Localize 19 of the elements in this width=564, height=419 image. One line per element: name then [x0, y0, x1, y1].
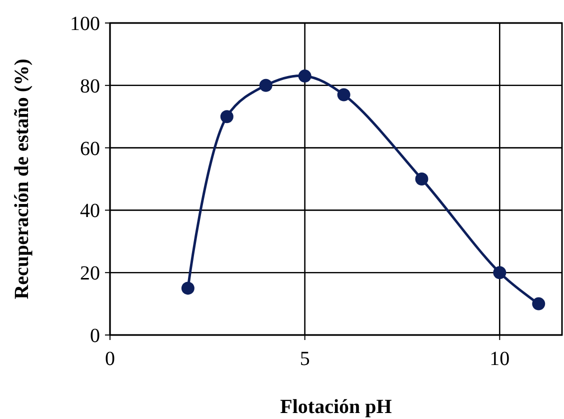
point	[415, 172, 428, 186]
point	[181, 282, 194, 295]
y-tick-label: 40	[80, 200, 100, 222]
point	[259, 78, 272, 92]
y-tick-label: 80	[80, 75, 100, 98]
point	[337, 88, 350, 102]
y-tick-label: 60	[80, 138, 100, 160]
x-tick-label: 0	[105, 348, 115, 370]
y-tick-label: 20	[80, 262, 100, 285]
x-axis-title: Flotación pH	[280, 396, 392, 418]
x-tick-label: 5	[300, 348, 310, 370]
y-tick-label: 0	[90, 325, 100, 347]
x-tick-label: 10	[490, 348, 510, 370]
point	[532, 297, 546, 310]
point	[298, 70, 312, 83]
point	[220, 110, 234, 124]
y-axis-title: Recuperación de estaño (%)	[11, 58, 33, 300]
point	[493, 266, 506, 280]
y-tick-label: 100	[70, 13, 100, 35]
